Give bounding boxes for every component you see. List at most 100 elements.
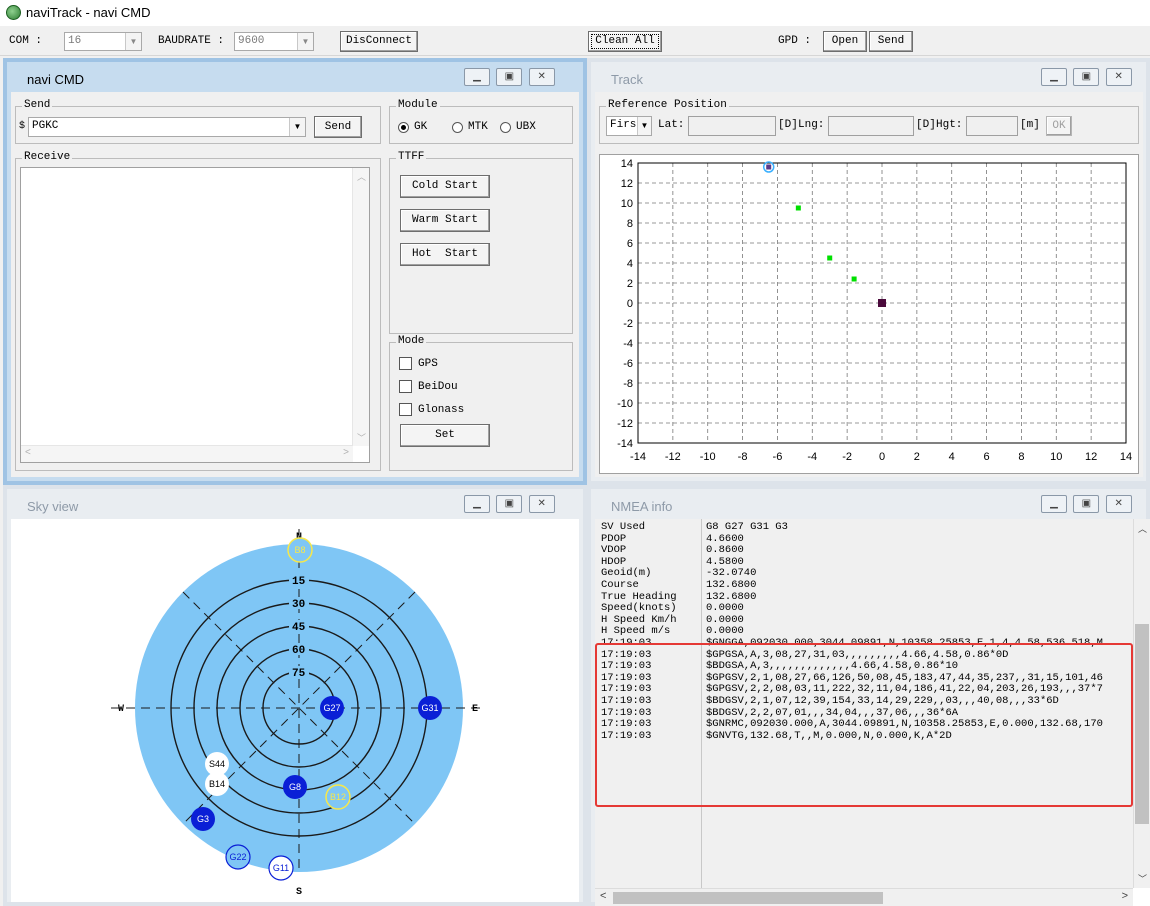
minimize-button[interactable]: ▁	[1041, 495, 1067, 513]
hgt-input[interactable]	[966, 116, 1018, 136]
nmea-row[interactable]: 17:19:03 $GNRMC,092030.000,A,3044.09891,N…	[595, 719, 1135, 731]
satellite-marker	[205, 772, 229, 796]
close-button[interactable]: ✕	[528, 495, 555, 513]
close-icon: ✕	[537, 71, 546, 82]
mode-set-button[interactable]: Set	[400, 424, 490, 447]
reference-source-value: Firs	[610, 119, 637, 131]
satellite-label: S44	[209, 759, 225, 769]
vertical-scrollbar[interactable]: ︿ ﹀	[352, 168, 369, 446]
nmea-row[interactable]: 17:19:03 $BDGSV,2,1,07,12,39,154,33,14,29…	[595, 695, 1135, 708]
nmea-row[interactable]: SV Used G8 G27 G31 G3	[595, 521, 1135, 534]
lng-input[interactable]	[828, 116, 914, 136]
ring-label-45: 45	[292, 622, 306, 634]
hot-start-button[interactable]: Hot Start	[400, 243, 490, 266]
satellite-g31[interactable]: G31	[418, 696, 442, 720]
sky-view-window[interactable]: Sky view ▁ ▣ ✕ 15	[3, 485, 587, 906]
nmea-info-client: SV Used G8 G27 G31 G3 PDOP 4.6600 VDOP 0.8600…	[595, 519, 1150, 906]
window-buttons: ▁ ▣ ✕	[461, 68, 555, 88]
nmea-row[interactable]: 17:19:03 $GPGSV,2,2,08,03,11,222,32,11,04…	[595, 684, 1135, 696]
close-button[interactable]: ✕	[1105, 68, 1132, 86]
ring-label-bg	[289, 574, 309, 586]
satellite-b14[interactable]: B14	[205, 772, 229, 796]
baudrate-select[interactable]: 9600 ▼	[234, 32, 314, 51]
satellite-g3[interactable]: G3	[191, 807, 215, 831]
clean-all-button[interactable]: Clean All	[588, 31, 662, 52]
minimize-button[interactable]: ▁	[464, 495, 490, 513]
nmea-row[interactable]: H Speed Km/h 0.0000	[595, 614, 1135, 627]
navi-cmd-window[interactable]: navi CMD ▁ ▣ ✕ Send $ PGKC ▼ Send Module…	[3, 58, 587, 485]
y-tick-label: 12	[621, 178, 633, 190]
scrollbar-thumb[interactable]	[1135, 624, 1149, 824]
com-port-select[interactable]: 16 ▼	[64, 32, 142, 51]
send-command-button[interactable]: Send	[314, 116, 362, 138]
nmea-row[interactable]: 17:19:03 $BDGSA,A,3,,,,,,,,,,,,,4.66,4.58…	[595, 661, 1135, 673]
restore-button[interactable]: ▣	[496, 68, 523, 86]
module-mtk-radio[interactable]	[452, 122, 463, 133]
satellite-label: B8	[294, 545, 305, 555]
mode-gps-checkbox[interactable]	[399, 357, 412, 370]
nmea-row[interactable]: 17:19:03 $GNGGA,092030.000,3044.09891,N,1…	[595, 637, 1135, 650]
nmea-info-window[interactable]: NMEA info ▁ ▣ ✕ SV Used G8 G27 G31 G3 PDOP…	[587, 485, 1150, 906]
nmea-row[interactable]: Geoid(m) -32.0740	[595, 568, 1135, 580]
nmea-row[interactable]: PDOP 4.6600	[595, 533, 1135, 546]
track-window[interactable]: Track ▁ ▣ ✕ Reference Position Firs ▼ La…	[587, 58, 1150, 485]
mode-gps-label: GPS	[418, 358, 438, 370]
horizontal-scrollbar[interactable]: < >	[595, 888, 1133, 906]
close-button[interactable]: ✕	[1105, 495, 1132, 513]
satellite-g8[interactable]: G8	[283, 775, 307, 799]
gpd-open-button[interactable]: Open	[823, 31, 867, 52]
mode-glonass-checkbox[interactable]	[399, 403, 412, 416]
module-gk-radio[interactable]	[398, 122, 409, 133]
reference-source-select[interactable]: Firs ▼	[606, 116, 652, 136]
restore-button[interactable]: ▣	[1073, 495, 1100, 513]
satellite-g11[interactable]: G11	[268, 855, 294, 881]
ok-button[interactable]: OK	[1046, 116, 1072, 136]
send-command-combo[interactable]: PGKC ▼	[28, 117, 306, 137]
satellites: B8 G27 G31 S44 B14	[191, 537, 442, 881]
satellite-b12[interactable]: B12	[325, 784, 351, 810]
y-tick-label: 8	[627, 218, 633, 230]
warm-start-button[interactable]: Warm Start	[400, 209, 490, 232]
minimize-button[interactable]: ▁	[1041, 68, 1067, 86]
lat-input[interactable]	[688, 116, 776, 136]
cold-start-button[interactable]: Cold Start	[400, 175, 490, 198]
minimize-button[interactable]: ▁	[464, 68, 490, 86]
track-chart-panel: -14 -12 -10 -8 -6 -4 -2 0 2 4 6 8 10 12 14 14 12 10 8 6 4 2 0 -…	[599, 154, 1139, 474]
satellite-s44[interactable]: S44	[205, 752, 229, 776]
nmea-row[interactable]: HDOP 4.5800	[595, 556, 1135, 569]
disconnect-button[interactable]: DisConnect	[340, 31, 418, 52]
receive-group-title: Receive	[22, 151, 73, 163]
nmea-row[interactable]: 17:19:03 $BDGSV,2,2,07,01,,,34,04,,,37,06…	[595, 707, 1135, 720]
restore-button[interactable]: ▣	[496, 495, 523, 513]
satellite-marker	[287, 537, 313, 563]
satellite-g27[interactable]: G27	[320, 696, 344, 720]
nmea-row[interactable]: H Speed m/s 0.0000	[595, 626, 1135, 638]
nmea-row[interactable]: 17:19:03 $GNVTG,132.68,T,,M,0.000,N,0.000…	[595, 730, 1135, 743]
nmea-row[interactable]: 17:19:03 $GPGSA,A,3,08,27,31,03,,,,,,,,,4…	[595, 649, 1135, 662]
nmea-row[interactable]: Course 132.6800	[595, 579, 1135, 592]
track-title: Track	[611, 72, 644, 87]
nmea-row[interactable]: True Heading 132.6800	[595, 591, 1135, 604]
nmea-row[interactable]: VDOP 0.8600	[595, 545, 1135, 557]
satellite-g22[interactable]: G22	[225, 844, 251, 870]
mode-beidou-checkbox[interactable]	[399, 380, 412, 393]
module-ubx-radio[interactable]	[500, 122, 511, 133]
y-tick-label: 6	[627, 238, 633, 250]
x-tick-label: -10	[700, 451, 716, 463]
receive-textarea[interactable]: ︿ ﹀ < >	[20, 167, 370, 463]
restore-button[interactable]: ▣	[1073, 68, 1100, 86]
nmea-row[interactable]: Speed(knots) 0.0000	[595, 603, 1135, 615]
vertical-scrollbar[interactable]: ︿ ﹀	[1133, 519, 1150, 888]
send-group-title: Send	[22, 99, 53, 111]
satellite-label: B14	[209, 779, 225, 789]
origin-point	[878, 299, 886, 307]
nmea-row[interactable]: 17:19:03 $GPGSV,2,1,08,27,66,126,50,08,45…	[595, 672, 1135, 685]
horizontal-scrollbar[interactable]: < >	[21, 445, 353, 462]
send-group: Send $ PGKC ▼ Send	[15, 99, 381, 144]
satellite-b8[interactable]: B8	[287, 537, 313, 563]
gpd-send-button[interactable]: Send	[869, 31, 913, 52]
title-bar: naviTrack - navi CMD	[0, 0, 1150, 26]
scrollbar-thumb[interactable]	[613, 892, 883, 904]
nmea-list[interactable]: SV Used G8 G27 G31 G3 PDOP 4.6600 VDOP 0.8600…	[595, 519, 1133, 888]
close-button[interactable]: ✕	[528, 68, 555, 86]
